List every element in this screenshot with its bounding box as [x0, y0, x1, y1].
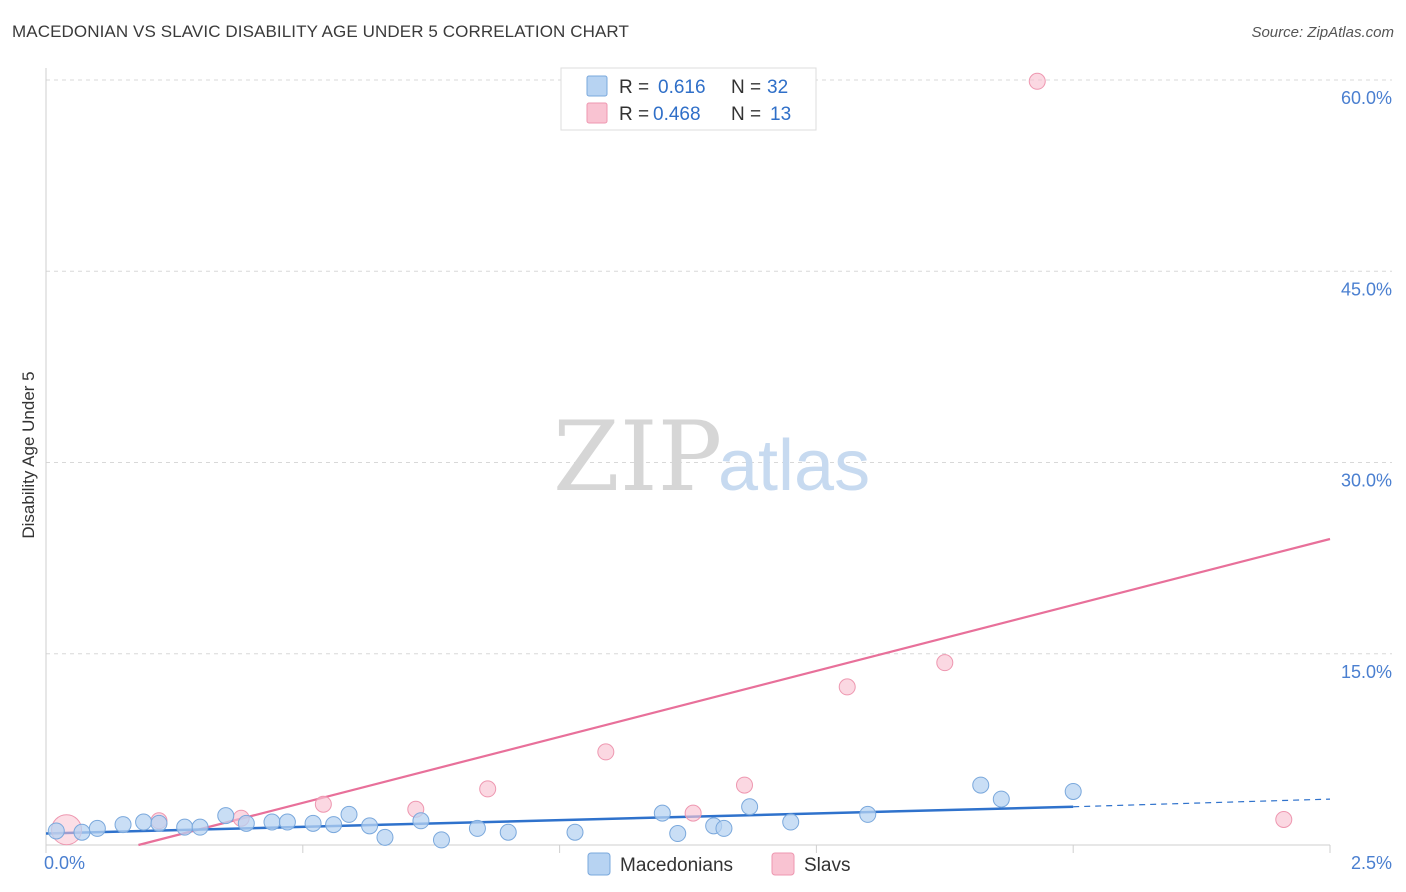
point-slavs-8: [735, 776, 753, 794]
tick-labels: 15.0% 30.0% 45.0% 60.0% 0.0% 2.5%: [44, 88, 1392, 873]
point-macedonians-14: [340, 805, 358, 823]
legend-swatch-macedonians: [586, 75, 608, 97]
point-macedonians-6: [176, 818, 194, 836]
point-macedonians-3: [114, 816, 132, 834]
point-macedonians-18: [432, 831, 450, 849]
series-legend: Macedonians Slavs: [587, 852, 850, 876]
point-macedonians-11: [278, 813, 296, 831]
point-macedonians-13: [325, 816, 343, 834]
watermark-atlas: atlas: [718, 426, 870, 506]
point-macedonians-5: [150, 814, 168, 832]
point-macedonians-26: [741, 798, 759, 816]
y-tick-label-15: 15.0%: [1341, 662, 1392, 682]
gridlines: [46, 79, 1392, 655]
watermark: ZIP atlas: [553, 401, 870, 513]
trendline-macedonians-extension: [1073, 798, 1331, 808]
point-macedonians-23: [669, 825, 687, 843]
y-axis-label: Disability Age Under 5: [19, 371, 38, 538]
point-macedonians-9: [237, 814, 255, 832]
point-slavs-3: [314, 795, 332, 813]
point-macedonians-8: [217, 807, 235, 825]
stats-legend: R = 0.616 N = 32 R = 0.468 N = 13: [560, 67, 817, 131]
legend-n-value-2: 13: [770, 104, 791, 125]
trendlines: [45, 537, 1331, 847]
point-macedonians-29: [972, 776, 990, 794]
x-tick-label-max: 2.5%: [1351, 853, 1392, 873]
point-macedonians-21: [566, 823, 584, 841]
point-macedonians-0: [47, 822, 65, 840]
point-macedonians-22: [653, 804, 671, 822]
point-macedonians-7: [191, 818, 209, 836]
trendline-macedonians: [45, 805, 1074, 835]
point-macedonians-4: [135, 813, 153, 831]
bottom-legend-macedonians: Macedonians: [620, 855, 733, 876]
chart-title: MACEDONIAN VS SLAVIC DISABILITY AGE UNDE…: [12, 22, 629, 41]
point-slavs-12: [1275, 811, 1293, 828]
point-macedonians-31: [1064, 782, 1082, 800]
point-slavs-11: [1028, 72, 1046, 90]
source-label: Source: ZipAtlas.com: [1251, 24, 1394, 41]
point-slavs-9: [838, 678, 856, 696]
bottom-legend-swatch-macedonians: [587, 852, 611, 876]
point-macedonians-30: [992, 790, 1010, 808]
point-macedonians-17: [412, 812, 430, 830]
points: [47, 72, 1293, 849]
y-tick-label-45: 45.0%: [1341, 279, 1392, 299]
y-tick-label-60: 60.0%: [1341, 88, 1392, 108]
watermark-zip: ZIP: [553, 401, 722, 513]
legend-n-value-1: 32: [767, 77, 788, 98]
point-macedonians-25: [715, 819, 733, 837]
bottom-legend-slavs: Slavs: [804, 855, 850, 876]
y-tick-label-30: 30.0%: [1341, 471, 1392, 491]
point-macedonians-2: [88, 819, 106, 837]
point-macedonians-19: [468, 819, 486, 837]
legend-r-label-1: R =: [619, 77, 649, 98]
trendline-slavs: [138, 537, 1331, 847]
legend-n-label-1: N =: [731, 77, 761, 98]
legend-n-label-2: N =: [731, 104, 761, 125]
axes: [45, 68, 1331, 853]
point-slavs-10: [936, 654, 954, 672]
point-macedonians-10: [263, 813, 281, 831]
point-slavs-5: [479, 780, 497, 798]
legend-r-value-1: 0.616: [658, 77, 706, 98]
legend-r-value-2: 0.468: [653, 104, 701, 125]
point-macedonians-27: [782, 813, 800, 831]
point-macedonians-12: [304, 814, 322, 832]
point-macedonians-28: [859, 805, 877, 823]
point-macedonians-20: [499, 823, 517, 841]
point-slavs-6: [597, 743, 615, 761]
bottom-legend-swatch-slavs: [771, 852, 795, 876]
point-macedonians-1: [73, 823, 91, 841]
x-tick-label-min: 0.0%: [44, 853, 85, 873]
legend-swatch-slavs: [586, 102, 608, 124]
legend-r-label-2: R =: [619, 104, 649, 125]
point-macedonians-15: [361, 817, 379, 835]
point-macedonians-16: [376, 828, 394, 846]
point-slavs-7: [684, 804, 702, 822]
